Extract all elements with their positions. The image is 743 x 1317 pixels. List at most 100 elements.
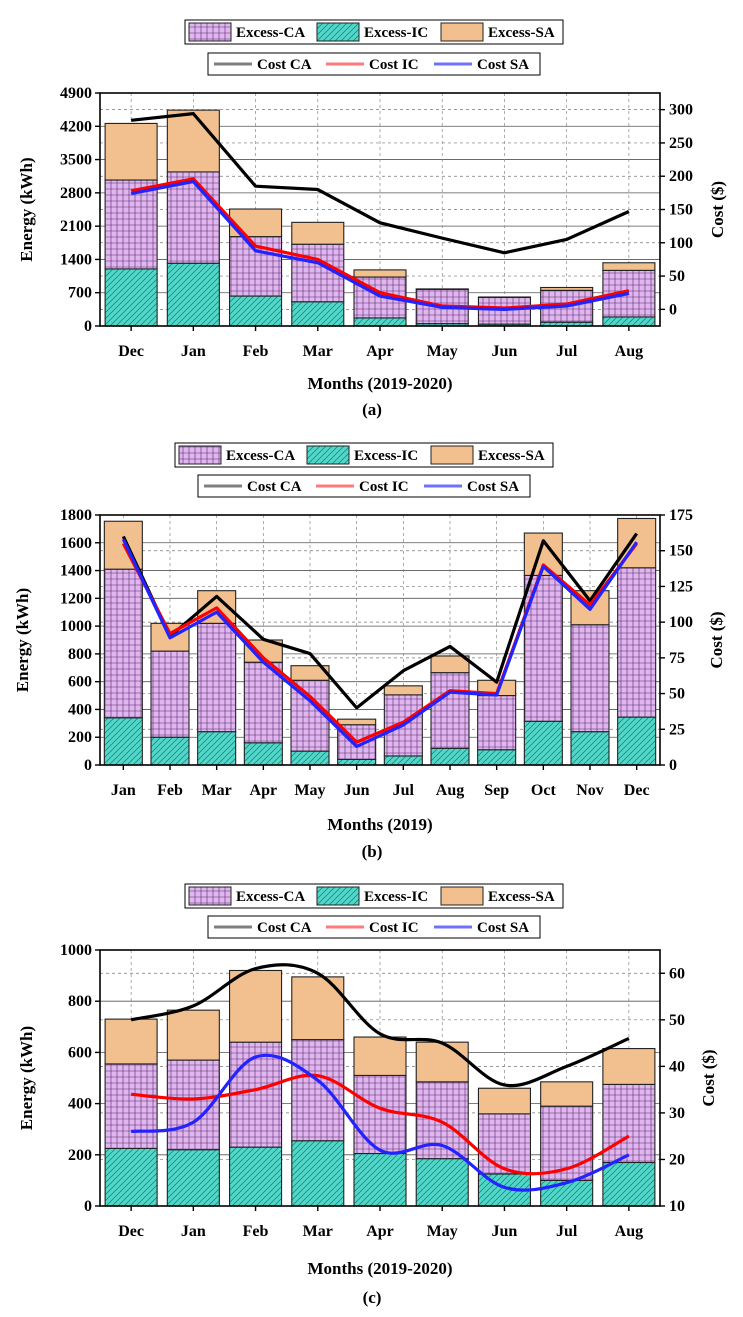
bar-excess-sa-may bbox=[290, 665, 330, 681]
bar-excess-ca-dec bbox=[617, 567, 657, 718]
bar-excess-ca-dec bbox=[104, 179, 158, 270]
bar-excess-ca-jun bbox=[477, 1113, 531, 1175]
bar-excess-sa-jun bbox=[477, 1087, 531, 1115]
bar-excess-ic-oct bbox=[523, 720, 563, 766]
plot-area bbox=[100, 515, 660, 765]
x-tick-label: Jul bbox=[393, 782, 415, 799]
bar-excess-ca-apr bbox=[243, 661, 283, 744]
legend-label-excess-sa: Excess-SA bbox=[488, 889, 555, 905]
y2-tick-label: 0 bbox=[669, 301, 677, 318]
legend-label-cost-ca: Cost CA bbox=[247, 479, 302, 495]
legend-lines-box bbox=[207, 915, 541, 939]
y-tick-label: 400 bbox=[68, 701, 92, 718]
legend-lines: Cost CA Cost IC Cost SA bbox=[207, 52, 541, 76]
legend-label-excess-ic: Excess-IC bbox=[364, 25, 428, 41]
bar-excess-sa-jun bbox=[337, 718, 377, 726]
bar-excess-sa-aug bbox=[430, 655, 470, 674]
x-tick-label: Feb bbox=[243, 1223, 269, 1240]
bar-excess-ic-may bbox=[290, 750, 330, 766]
bar-excess-ic-dec bbox=[104, 268, 158, 327]
legend-label-cost-sa: Cost SA bbox=[467, 479, 519, 495]
y2-tick-label: 100 bbox=[669, 235, 693, 252]
legend-label-cost-sa: Cost SA bbox=[477, 57, 529, 73]
y-tick-label: 700 bbox=[68, 285, 92, 302]
legend-label-excess-ca: Excess-CA bbox=[236, 889, 305, 905]
legend-lines-box bbox=[197, 474, 531, 498]
y2-tick-label: 150 bbox=[669, 543, 693, 560]
legend-lines: Cost CA Cost IC Cost SA bbox=[197, 474, 531, 498]
y-tick-label: 0 bbox=[84, 318, 92, 335]
y-tick-label: 0 bbox=[84, 1198, 92, 1215]
bar-excess-sa-may bbox=[415, 1041, 469, 1083]
bar-excess-ic-feb bbox=[150, 736, 190, 766]
y-tick-label: 1200 bbox=[60, 590, 92, 607]
x-tick-label: Mar bbox=[303, 343, 333, 360]
legend-swatch-excess-ca bbox=[178, 445, 222, 465]
bar-excess-ic-nov bbox=[570, 731, 610, 766]
x-tick-label: Apr bbox=[366, 343, 394, 360]
line-cost-sa bbox=[130, 1053, 630, 1192]
line-cost-ca bbox=[130, 963, 630, 1088]
line-cost-sa bbox=[130, 179, 630, 311]
bar-excess-ic-apr bbox=[243, 742, 283, 766]
y2-tick-label: 50 bbox=[669, 686, 685, 703]
y-tick-label: 200 bbox=[68, 1147, 92, 1164]
x-tick-label: Jan bbox=[181, 1223, 206, 1240]
x-tick-label: Dec bbox=[624, 782, 650, 799]
x-tick-label: Aug bbox=[615, 1223, 643, 1240]
bar-excess-ic-jan bbox=[166, 1149, 220, 1207]
legend-swatch-excess-ic bbox=[316, 22, 360, 42]
bar-excess-ic-mar bbox=[197, 731, 237, 766]
legend-label-excess-ic: Excess-IC bbox=[354, 448, 418, 464]
bar-excess-ic-feb bbox=[229, 1146, 283, 1207]
bar-excess-ic-mar bbox=[291, 1140, 345, 1207]
y-tick-label: 800 bbox=[68, 646, 92, 663]
y2-tick-label: 50 bbox=[669, 1012, 685, 1029]
legend-label-excess-sa: Excess-SA bbox=[478, 448, 545, 464]
legend-swatch-excess-ic bbox=[306, 445, 350, 465]
x-axis-label: Months (2019) bbox=[327, 815, 432, 834]
legend-bars-box bbox=[184, 19, 564, 45]
bar-excess-ca-aug bbox=[430, 672, 470, 749]
chart-panel-b: 0 200 400 600 800 1000 1200 1400 1600 1800 0 25 50 75… bbox=[13, 442, 726, 861]
line-cost-ic bbox=[130, 177, 630, 310]
legend-swatch-excess-sa bbox=[430, 445, 474, 465]
bar-excess-ca-mar bbox=[291, 1039, 345, 1142]
y-tick-label: 4200 bbox=[60, 118, 92, 135]
bar-excess-ca-feb bbox=[150, 650, 190, 738]
x-tick-label: Mar bbox=[303, 1223, 333, 1240]
legend-swatch-excess-sa bbox=[440, 22, 484, 42]
y-axis-label: Energy (kWh) bbox=[17, 1026, 36, 1130]
y-tick-label: 3500 bbox=[60, 152, 92, 169]
legend-label-cost-ic: Cost IC bbox=[359, 479, 409, 495]
y-tick-label: 1400 bbox=[60, 251, 92, 268]
y-tick-label: 1800 bbox=[60, 507, 92, 524]
bar-excess-ic-dec bbox=[104, 1147, 158, 1207]
x-tick-label: May bbox=[294, 782, 325, 799]
bar-excess-sa-aug bbox=[602, 262, 656, 271]
y-tick-label: 2100 bbox=[60, 218, 92, 235]
y-tick-label: 600 bbox=[68, 674, 92, 691]
x-axis-label: Months (2019-2020) bbox=[308, 374, 453, 393]
legend-label-cost-ic: Cost IC bbox=[369, 920, 419, 936]
x-tick-label: Feb bbox=[157, 782, 183, 799]
legend-bars: Excess-CA Excess-IC Excess-SA bbox=[174, 442, 554, 468]
y-tick-label: 1000 bbox=[60, 942, 92, 959]
x-tick-label: Dec bbox=[118, 1223, 144, 1240]
x-tick-label: Dec bbox=[118, 343, 144, 360]
y2-tick-label: 150 bbox=[669, 202, 693, 219]
x-tick-label: Apr bbox=[250, 782, 278, 799]
bar-excess-ic-aug bbox=[602, 1161, 656, 1207]
bar-excess-ic-apr bbox=[353, 1152, 407, 1207]
bar-excess-sa-mar bbox=[291, 221, 345, 245]
bar-excess-ca-aug bbox=[602, 1083, 656, 1164]
bar-excess-sa-aug bbox=[602, 1048, 656, 1085]
x-tick-label: Jan bbox=[181, 343, 206, 360]
legend-label-cost-ca: Cost CA bbox=[257, 57, 312, 73]
bar-excess-sa-dec bbox=[104, 122, 158, 181]
bar-excess-ic-jan bbox=[103, 717, 143, 766]
bar-excess-ca-jan bbox=[103, 568, 143, 719]
bar-excess-ic-mar bbox=[291, 301, 345, 327]
legend-label-cost-sa: Cost SA bbox=[477, 920, 529, 936]
line-cost-ca bbox=[121, 532, 638, 710]
